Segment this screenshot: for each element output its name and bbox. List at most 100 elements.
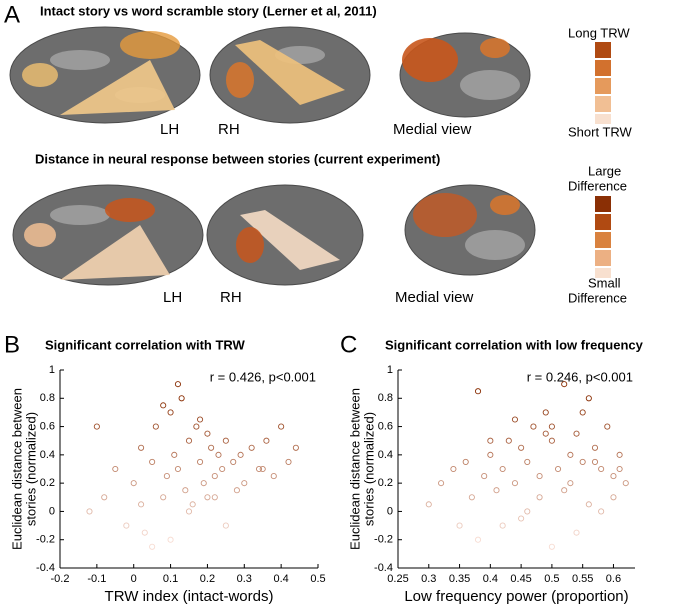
point bbox=[462, 458, 469, 465]
y-tick-label: -0.2 bbox=[36, 534, 55, 546]
point bbox=[579, 409, 586, 416]
point bbox=[567, 451, 574, 458]
point bbox=[101, 494, 108, 501]
panel-label: C bbox=[340, 331, 357, 358]
point bbox=[215, 451, 222, 458]
point bbox=[204, 430, 211, 437]
point bbox=[561, 487, 568, 494]
point bbox=[499, 465, 506, 473]
y-tick-label: 0 bbox=[387, 505, 393, 517]
point bbox=[233, 487, 240, 494]
point bbox=[524, 508, 531, 515]
legend-label: Difference bbox=[568, 178, 627, 193]
point bbox=[130, 480, 137, 487]
point bbox=[610, 473, 617, 480]
point bbox=[518, 444, 525, 451]
hemisphere-label: RH bbox=[220, 289, 242, 306]
point bbox=[542, 430, 549, 437]
point bbox=[474, 536, 482, 543]
point bbox=[141, 529, 148, 536]
point bbox=[542, 409, 549, 416]
point bbox=[230, 458, 237, 465]
point bbox=[610, 494, 617, 501]
point bbox=[182, 487, 189, 494]
y-tick-label: -0.4 bbox=[36, 562, 55, 574]
point bbox=[536, 473, 543, 480]
point bbox=[270, 473, 277, 480]
point bbox=[591, 444, 599, 451]
point bbox=[622, 480, 629, 487]
x-tick-label: 0.4 bbox=[483, 573, 498, 585]
y-tick-label: 0.2 bbox=[40, 477, 55, 489]
point bbox=[548, 437, 555, 444]
point bbox=[598, 465, 605, 473]
point bbox=[616, 451, 623, 458]
y-tick-label: 0.4 bbox=[40, 449, 55, 461]
point bbox=[456, 522, 463, 529]
hemisphere-label: RH bbox=[218, 121, 240, 138]
x-axis-label: Low frequency power (proportion) bbox=[404, 588, 628, 605]
point bbox=[241, 480, 248, 487]
chart-title: Significant correlation with low frequen… bbox=[385, 337, 644, 352]
point bbox=[86, 508, 93, 515]
x-tick-label: -0.2 bbox=[51, 573, 70, 585]
point bbox=[152, 423, 159, 430]
x-tick-label: 0.6 bbox=[606, 573, 621, 585]
point bbox=[450, 465, 457, 473]
point bbox=[174, 381, 181, 388]
point bbox=[185, 437, 193, 444]
point bbox=[285, 458, 292, 465]
x-tick-label: 0.4 bbox=[273, 573, 288, 585]
x-tick-label: -0.1 bbox=[87, 573, 106, 585]
view-label: Medial view bbox=[395, 289, 474, 306]
point bbox=[160, 494, 167, 501]
point bbox=[536, 494, 543, 501]
y-axis-label: stories (normalized) bbox=[23, 412, 38, 526]
x-tick-label: 0.5 bbox=[310, 573, 325, 585]
point bbox=[438, 480, 445, 487]
point bbox=[585, 395, 592, 402]
y-tick-label: 0.6 bbox=[378, 420, 393, 432]
point bbox=[138, 501, 145, 508]
row-title: Intact story vs word scramble story (Ler… bbox=[40, 3, 377, 18]
x-tick-label: 0.25 bbox=[387, 573, 408, 585]
panel-label: A bbox=[4, 1, 20, 28]
point bbox=[255, 465, 263, 473]
point bbox=[511, 416, 519, 423]
point bbox=[197, 458, 204, 465]
point bbox=[248, 444, 255, 451]
point bbox=[530, 423, 537, 430]
point bbox=[548, 423, 555, 430]
point bbox=[112, 465, 119, 473]
y-tick-label: 1 bbox=[387, 364, 393, 376]
y-axis-label: stories (normalized) bbox=[361, 412, 376, 526]
legend-label: Short TRW bbox=[568, 124, 633, 139]
point bbox=[222, 437, 229, 444]
x-tick-label: 0 bbox=[131, 573, 137, 585]
brain-images-row1 bbox=[9, 26, 531, 124]
point bbox=[208, 444, 215, 451]
point bbox=[474, 388, 482, 395]
hemisphere-label: LH bbox=[163, 289, 182, 306]
point bbox=[160, 402, 167, 409]
point bbox=[604, 423, 611, 430]
point bbox=[493, 487, 500, 494]
point bbox=[292, 444, 299, 451]
point bbox=[259, 465, 266, 473]
legend-label: Long TRW bbox=[568, 25, 630, 40]
point bbox=[189, 501, 196, 508]
hemisphere-label: LH bbox=[160, 121, 179, 138]
x-tick-label: 0.2 bbox=[200, 573, 215, 585]
panel-label: B bbox=[4, 331, 20, 358]
x-tick-label: 0.55 bbox=[572, 573, 593, 585]
chart-title: Significant correlation with TRW bbox=[45, 337, 246, 352]
point bbox=[511, 480, 519, 487]
point bbox=[197, 416, 204, 423]
view-label: Medial view bbox=[393, 121, 472, 138]
point bbox=[548, 543, 555, 550]
point bbox=[193, 423, 200, 430]
x-tick-label: 0.45 bbox=[510, 573, 531, 585]
y-tick-label: 0 bbox=[49, 505, 55, 517]
point bbox=[616, 465, 623, 473]
point bbox=[468, 494, 475, 501]
